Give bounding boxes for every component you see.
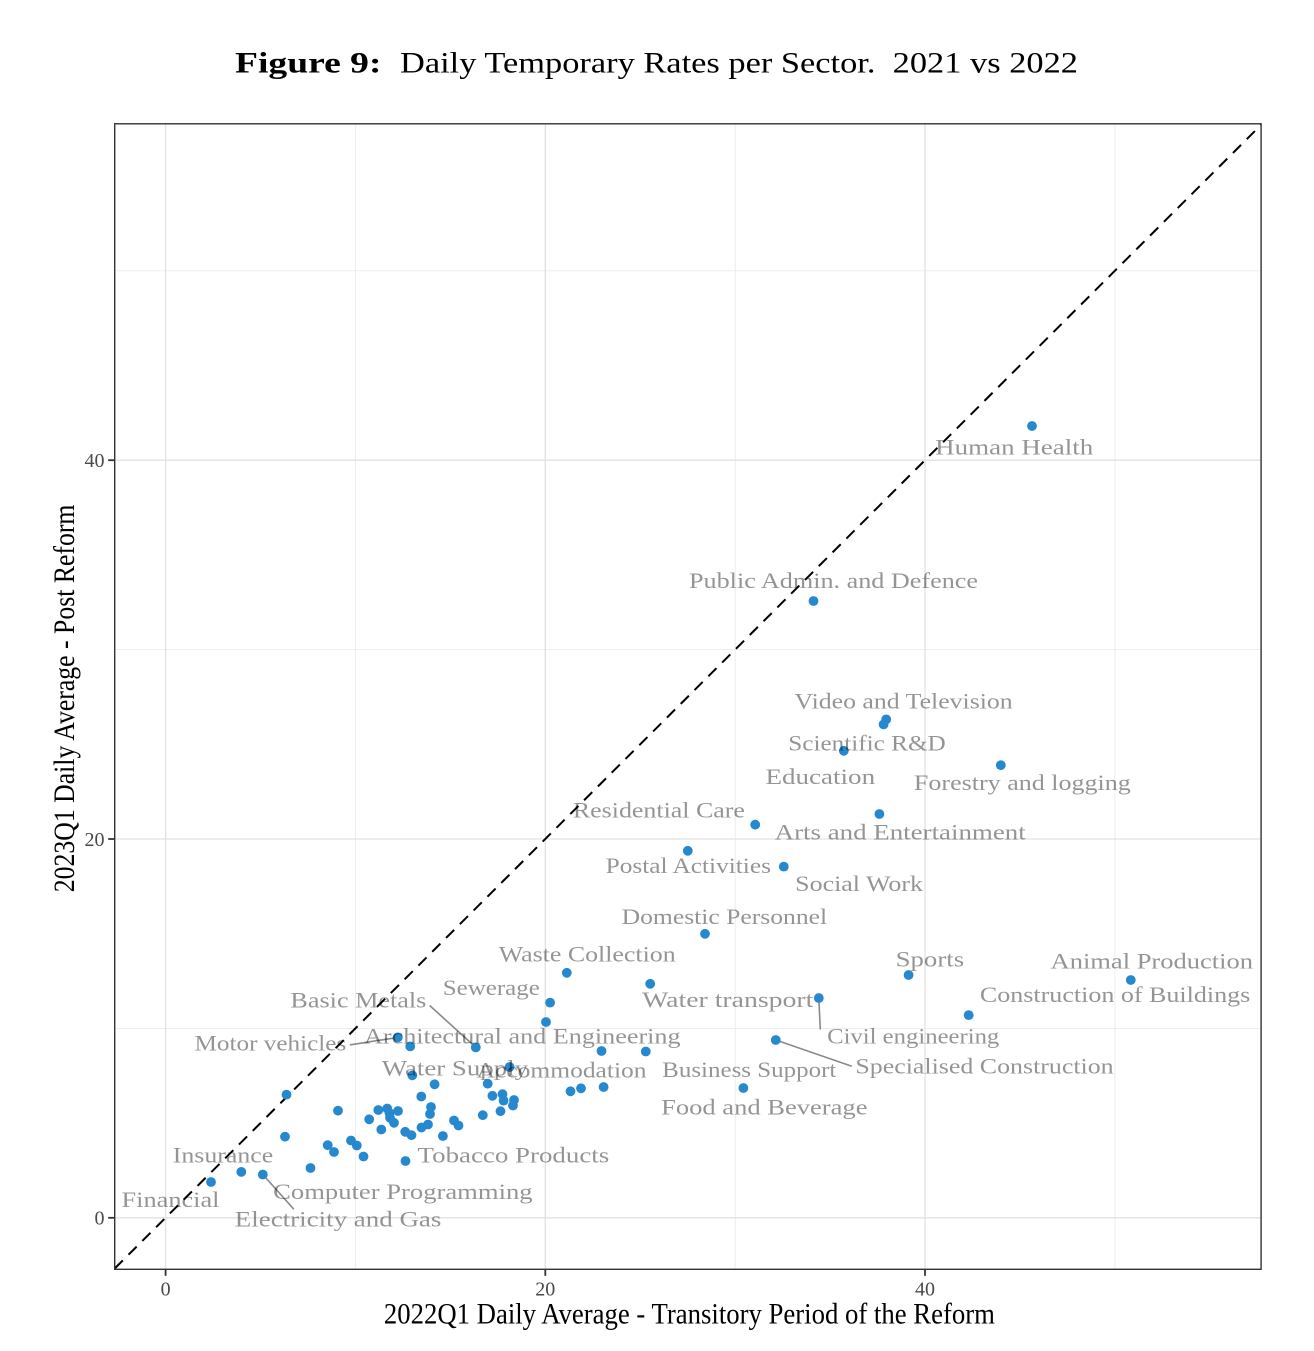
svg-text:Human Health: Human Health (935, 435, 1093, 460)
svg-text:Basic Metals: Basic Metals (290, 988, 426, 1013)
svg-text:Social Work: Social Work (795, 871, 923, 896)
svg-text:Electricity and Gas: Electricity and Gas (235, 1207, 442, 1232)
svg-text:Water transport: Water transport (642, 987, 813, 1012)
svg-text:Insurance: Insurance (173, 1143, 273, 1168)
svg-text:Tobacco Products: Tobacco Products (418, 1143, 610, 1168)
svg-text:0: 0 (161, 1278, 171, 1300)
svg-text:Scientific R&D: Scientific R&D (788, 731, 946, 756)
svg-text:Animal Production: Animal Production (1051, 949, 1254, 974)
svg-text:Motor vehicles: Motor vehicles (195, 1031, 347, 1056)
svg-text:Water Supply: Water Supply (382, 1055, 528, 1080)
svg-text:Residential Care: Residential Care (573, 798, 745, 823)
svg-text:Architectural and Engineering: Architectural and Engineering (364, 1023, 681, 1048)
svg-text:2022Q1 Daily Average - Transit: 2022Q1 Daily Average - Transitory Period… (384, 1298, 995, 1331)
svg-text:Specialised Construction: Specialised Construction (855, 1054, 1113, 1079)
svg-text:Public Admin. and Defence: Public Admin. and Defence (689, 568, 978, 593)
svg-text:Food and Beverage: Food and Beverage (661, 1095, 867, 1120)
svg-text:Figure 9:: Figure 9: (235, 48, 382, 80)
svg-text:Arts and Entertainment: Arts and Entertainment (775, 820, 1026, 845)
svg-text:Civil engineering: Civil engineering (827, 1024, 999, 1049)
svg-text:20: 20 (85, 829, 105, 851)
svg-text:Domestic Personnel: Domestic Personnel (622, 904, 828, 929)
svg-text:Forestry and logging: Forestry and logging (914, 770, 1131, 795)
svg-text:40: 40 (915, 1278, 935, 1300)
svg-text:40: 40 (85, 450, 105, 472)
svg-text:Sports: Sports (896, 946, 965, 971)
svg-text:Accommodation: Accommodation (477, 1058, 647, 1083)
svg-text:20: 20 (535, 1278, 555, 1300)
svg-text:Daily Temporary Rates per Sect: Daily Temporary Rates per Sector. 2021 v… (400, 48, 1078, 80)
svg-text:Postal Activities: Postal Activities (606, 853, 771, 878)
svg-text:Construction of Buildings: Construction of Buildings (980, 982, 1250, 1007)
svg-text:2023Q1 Daily Average - Post Re: 2023Q1 Daily Average - Post Reform (48, 505, 81, 893)
svg-text:Education: Education (766, 764, 876, 789)
svg-text:Video and Television: Video and Television (795, 689, 1013, 714)
svg-text:Business Support: Business Support (662, 1057, 836, 1082)
svg-text:Sewerage: Sewerage (443, 975, 540, 1000)
svg-text:Financial: Financial (122, 1187, 220, 1212)
svg-text:0: 0 (95, 1208, 105, 1230)
svg-text:Computer Programming: Computer Programming (273, 1179, 532, 1204)
svg-text:Waste Collection: Waste Collection (499, 942, 676, 967)
